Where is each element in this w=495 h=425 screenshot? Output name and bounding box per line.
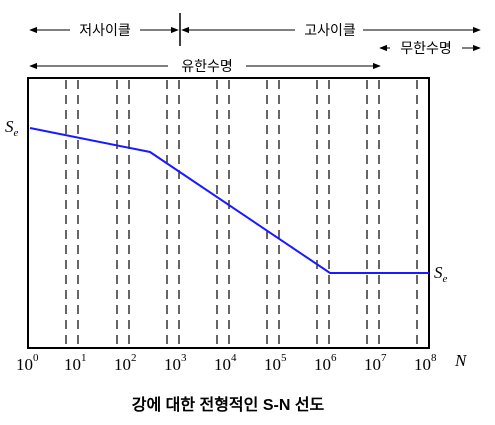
endurance-limit-right-label: Se xyxy=(434,263,448,285)
endurance-limit-left-label: Se xyxy=(5,117,19,139)
finite-life-label: 유한수명 xyxy=(181,58,233,74)
tick-label: 102 xyxy=(114,352,137,374)
tick-label: 103 xyxy=(164,352,187,374)
tick-label: 100 xyxy=(16,352,39,374)
x-axis-ticks: 100 101 102 103 104 105 106 107 108 xyxy=(16,352,437,374)
tick-label: 108 xyxy=(414,352,437,374)
high-cycle-label: 고사이클 xyxy=(304,22,356,38)
tick-label: 107 xyxy=(364,352,387,374)
tick-label: 101 xyxy=(64,352,87,374)
tick-label: 106 xyxy=(314,352,337,374)
sn-curve xyxy=(29,127,429,274)
tick-label: 105 xyxy=(264,352,287,374)
x-axis-variable: N xyxy=(454,351,468,370)
infinite-life-label: 무한수명 xyxy=(400,40,452,56)
diagram-caption: 강에 대한 전형적인 S-N 선도 xyxy=(132,395,325,414)
plot-frame xyxy=(27,77,430,349)
low-cycle-label: 저사이클 xyxy=(79,22,131,38)
tick-label: 104 xyxy=(214,352,237,374)
